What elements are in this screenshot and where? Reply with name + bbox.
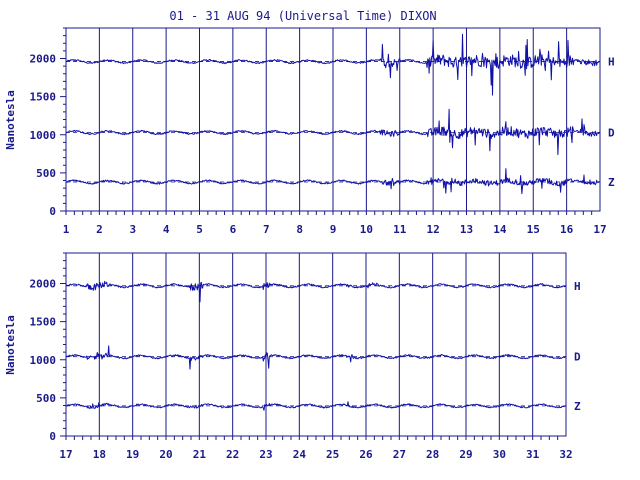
x-tick-label: 29	[459, 448, 472, 461]
x-tick-label: 15	[527, 223, 540, 236]
series-trace-H	[65, 33, 601, 96]
y-tick-label: 1500	[30, 316, 57, 329]
x-tick-label: 1	[63, 223, 70, 236]
x-tick-label: 20	[159, 448, 172, 461]
y-tick-label: 500	[36, 392, 56, 405]
y-tick-label: 2000	[30, 278, 57, 291]
series-trace-Z	[65, 168, 601, 195]
x-tick-label: 25	[326, 448, 339, 461]
x-tick-label: 4	[163, 223, 170, 236]
series-label-D: D	[608, 126, 615, 139]
x-tick-label: 23	[259, 448, 272, 461]
series-label-Z: Z	[574, 400, 581, 413]
x-tick-label: 10	[360, 223, 373, 236]
x-tick-label: 8	[296, 223, 303, 236]
panel-top: 1 2 3 4 5 6 7 8 9 10 11 12 13 14 15 16 17050010001500200…	[4, 27, 615, 236]
x-tick-label: 12	[427, 223, 440, 236]
y-axis-title: Nanotesla	[4, 90, 17, 150]
x-tick-label: 7	[263, 223, 270, 236]
y-tick-label: 0	[49, 430, 56, 443]
y-tick-label: 0	[49, 205, 56, 218]
series-trace-D	[65, 108, 601, 156]
x-tick-label: 27	[393, 448, 406, 461]
x-tick-label: 5	[196, 223, 203, 236]
series-label-H: H	[574, 280, 581, 293]
series-trace-D	[66, 345, 567, 370]
series-label-D: D	[574, 351, 581, 364]
series-label-Z: Z	[608, 176, 615, 189]
panel-bottom: 17 18 19 20 21 22 23 24 25 26 27 28 29 30 31 32 0 500 1000…	[4, 252, 581, 461]
x-tick-label: 32	[559, 448, 572, 461]
x-tick-label: 17	[59, 448, 72, 461]
x-tick-label: 9	[330, 223, 337, 236]
x-tick-label: 16	[560, 223, 574, 236]
x-tick-label: 13	[460, 223, 473, 236]
y-tick-label: 1500	[30, 91, 57, 104]
y-tick-label: 2000	[30, 53, 57, 66]
x-tick-label: 6	[230, 223, 237, 236]
x-tick-label: 21	[193, 448, 207, 461]
x-tick-label: 24	[293, 448, 307, 461]
x-tick-label: 31	[526, 448, 540, 461]
x-tick-label: 3	[129, 223, 136, 236]
x-tick-label: 30	[493, 448, 506, 461]
x-tick-label: 22	[226, 448, 239, 461]
plot-frame	[65, 252, 567, 437]
series-label-H: H	[608, 56, 615, 69]
y-tick-label: 1000	[30, 354, 57, 367]
x-tick-label: 14	[493, 223, 507, 236]
x-tick-label: 2	[96, 223, 103, 236]
x-tick-label: 11	[393, 223, 407, 236]
series-trace-Z	[66, 401, 567, 411]
x-tick-label: 26	[359, 448, 373, 461]
chart-title: 01 - 31 AUG 94 (Universal Time) DIXON	[169, 9, 436, 23]
y-tick-label: 1000	[30, 129, 57, 142]
y-axis-title: Nanotesla	[4, 315, 17, 375]
x-tick-label: 19	[126, 448, 139, 461]
x-tick-label: 17	[593, 223, 606, 236]
x-tick-label: 18	[93, 448, 106, 461]
y-tick-label: 500	[36, 167, 56, 180]
x-tick-label: 28	[426, 448, 439, 461]
series-trace-H	[65, 280, 567, 303]
